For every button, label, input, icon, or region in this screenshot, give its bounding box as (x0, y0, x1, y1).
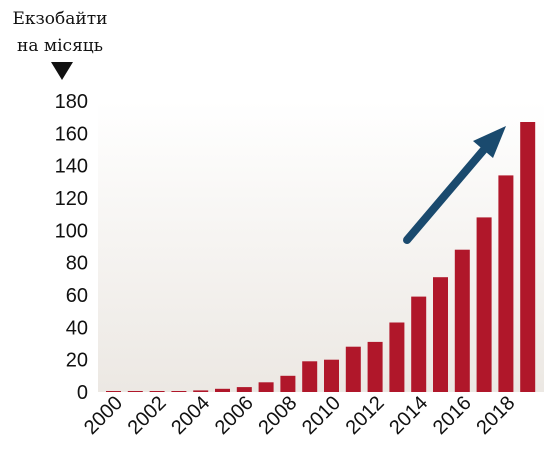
x-tick-label: 2002 (124, 392, 171, 439)
x-tick-label: 2018 (472, 392, 519, 439)
y-tick-label: 20 (66, 350, 88, 372)
bar-2008 (280, 375, 296, 392)
bar-2010 (324, 359, 339, 392)
x-tick-label: 2012 (342, 392, 389, 439)
bar-2000 (106, 391, 121, 392)
x-tick-label: 2014 (385, 392, 432, 439)
trend-arrow-icon (403, 126, 506, 244)
x-tick-label: 2008 (254, 392, 301, 439)
bar-2014 (411, 296, 427, 392)
y-axis-label-pointer-icon (51, 62, 73, 80)
bar-2005 (215, 388, 230, 392)
bar-2002 (149, 391, 165, 392)
y-tick-label: 40 (66, 317, 88, 339)
x-tick-label: 2004 (167, 392, 214, 439)
bar-2012 (367, 341, 383, 392)
y-tick-label: 80 (66, 253, 88, 275)
y-tick-label: 100 (55, 220, 88, 242)
bar-2009 (302, 361, 318, 392)
y-tick-label: 140 (55, 156, 88, 178)
bar-2001 (127, 391, 143, 392)
bar-series (106, 122, 536, 392)
bar-2011 (345, 346, 361, 392)
bar-2004 (193, 390, 209, 392)
y-axis-label-line-2: на місяць (17, 36, 103, 56)
y-tick-label: 180 (55, 91, 88, 113)
bar-2016 (454, 249, 470, 392)
bar-2003 (171, 391, 187, 392)
bar-2013 (389, 322, 405, 392)
x-tick-label: 2006 (211, 392, 258, 439)
bar-2019 (520, 122, 536, 392)
x-tick-label: 2010 (298, 392, 345, 439)
bar-2006 (236, 387, 252, 392)
y-tick-label: 120 (55, 188, 88, 210)
bar-2007 (258, 382, 274, 392)
bar-2017 (476, 217, 492, 392)
y-tick-label: 0 (77, 382, 88, 404)
bar-2015 (433, 277, 448, 392)
y-axis-label-line-1: Екзобайти (13, 9, 108, 29)
y-tick-label: 160 (55, 123, 88, 145)
y-tick-label: 60 (66, 285, 88, 307)
x-tick-label: 2016 (429, 392, 476, 439)
bar-2018 (498, 175, 514, 392)
y-axis: 0 20 40 60 80 100 120 140 160 180 (55, 91, 88, 404)
